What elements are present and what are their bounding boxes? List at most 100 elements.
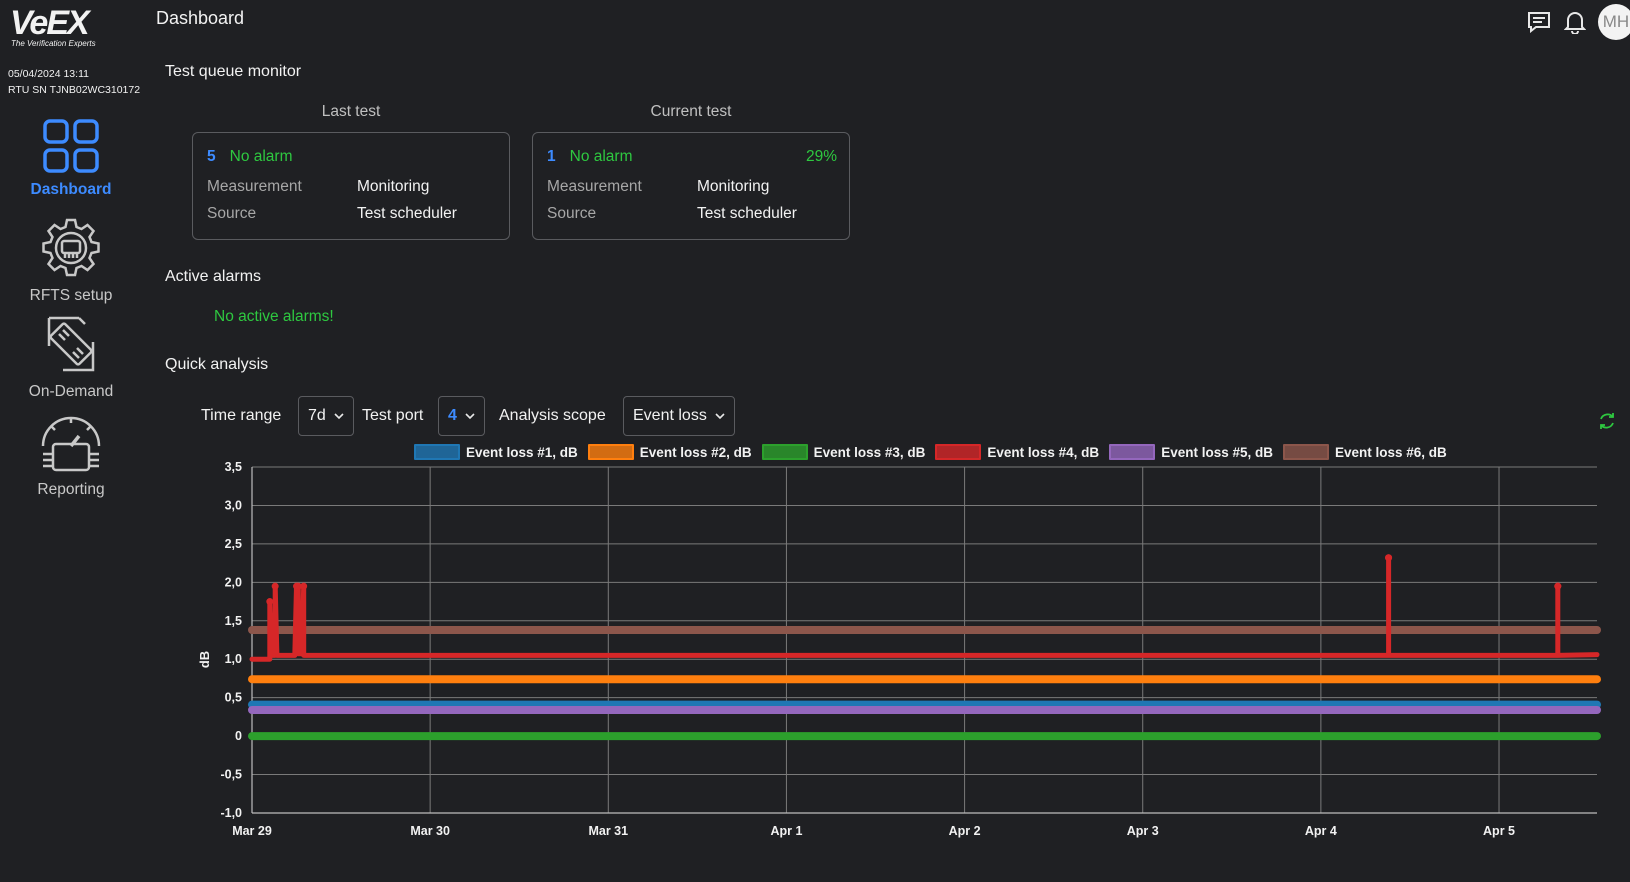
bell-icon <box>1564 12 1586 34</box>
rtu-serial: RTU SN TJNB02WC310172 <box>8 84 141 96</box>
notifications-button[interactable] <box>1562 9 1588 35</box>
time-range-select[interactable]: 7d <box>298 396 354 436</box>
no-alarms-message: No active alarms! <box>214 308 334 325</box>
y-tick-label: 0,5 <box>225 691 242 705</box>
current-measurement-label: Measurement <box>547 178 642 195</box>
data-point <box>294 582 302 590</box>
current-source-label: Source <box>547 205 597 222</box>
legend-label: Event loss #5, dB <box>1161 444 1273 460</box>
messages-button[interactable] <box>1526 9 1552 35</box>
legend-item[interactable]: Event loss #6, dB <box>1282 444 1447 460</box>
test-port-label: Test port <box>362 407 424 424</box>
nav-rfts-setup[interactable]: RFTS setup <box>0 216 142 305</box>
last-measurement-value: Monitoring <box>357 178 430 195</box>
x-tick-label: Apr 2 <box>949 824 981 838</box>
time-range-label: Time range <box>201 407 282 424</box>
time-range-value: 7d <box>308 407 326 424</box>
legend-swatch <box>1282 444 1329 460</box>
y-tick-label: 2,5 <box>225 537 242 551</box>
chevron-down-icon <box>334 412 344 419</box>
y-tick-label: 1,5 <box>225 614 242 628</box>
data-point <box>266 598 274 606</box>
refresh-icon[interactable] <box>1597 411 1617 431</box>
legend-item[interactable]: Event loss #3, dB <box>761 444 926 460</box>
analysis-scope-value: Event loss <box>633 407 707 424</box>
test-port-value: 4 <box>448 407 457 424</box>
dashboard-grid-icon <box>43 119 99 173</box>
nav-rfts-label: RFTS setup <box>29 287 113 304</box>
rtu-datetime: 05/04/2024 13:11 <box>8 68 89 80</box>
current-test-progress: 29% <box>805 148 837 165</box>
user-avatar[interactable]: MH <box>1598 4 1630 40</box>
x-tick-label: Mar 29 <box>232 824 272 838</box>
legend-item[interactable]: Event loss #4, dB <box>935 444 1099 460</box>
veex-logo[interactable]: VeEX The Verification Experts <box>8 4 118 50</box>
legend-label: Event loss #6, dB <box>1334 444 1447 460</box>
logo-wordmark: VeEX <box>10 4 92 42</box>
last-source-label: Source <box>207 205 257 222</box>
legend-label: Event loss #3, dB <box>813 444 926 460</box>
legend-item[interactable]: Event loss #2, dB <box>587 444 752 460</box>
legend-label: Event loss #1, dB <box>466 444 578 460</box>
top-icons: MH <box>1526 2 1630 42</box>
x-tick-label: Mar 30 <box>410 824 450 838</box>
last-source-value: Test scheduler <box>357 205 457 222</box>
y-tick-label: 1,0 <box>225 652 242 666</box>
legend-item[interactable]: Event loss #1, dB <box>414 444 578 460</box>
on-demand-icon <box>47 316 95 372</box>
legend-swatch <box>935 444 982 460</box>
test-port-select[interactable]: 4 <box>438 396 485 436</box>
data-point <box>271 582 279 590</box>
chevron-down-icon <box>715 412 725 419</box>
legend-label: Event loss #2, dB <box>639 444 752 460</box>
legend-swatch <box>1109 444 1156 460</box>
legend-item[interactable]: Event loss #5, dB <box>1109 444 1273 460</box>
last-test-heading: Last test <box>321 103 381 120</box>
y-tick-label: -1,0 <box>220 806 242 820</box>
y-tick-label: 3,0 <box>225 498 242 512</box>
logo-tagline: The Verification Experts <box>11 39 96 48</box>
x-tick-label: Apr 4 <box>1305 824 1337 838</box>
queue-title: Test queue monitor <box>165 63 302 80</box>
chat-icon <box>1528 12 1550 33</box>
y-tick-label: 3,5 <box>225 460 242 474</box>
analysis-title: Quick analysis <box>165 356 269 373</box>
nav-on-demand-label: On-Demand <box>28 383 114 400</box>
nav-dashboard[interactable]: Dashboard <box>0 118 142 199</box>
x-tick-label: Apr 5 <box>1483 824 1515 838</box>
legend-swatch <box>587 444 634 460</box>
legend-label: Event loss #4, dB <box>987 444 1100 460</box>
data-point <box>1385 554 1393 562</box>
chevron-down-icon <box>465 412 475 419</box>
analysis-scope-label: Analysis scope <box>499 407 606 424</box>
sidebar: VeEX The Verification Experts 05/04/2024… <box>0 0 142 882</box>
current-test-heading: Current test <box>650 103 732 120</box>
nav-dashboard-label: Dashboard <box>30 181 112 198</box>
alarms-title: Active alarms <box>165 268 262 285</box>
nav-on-demand[interactable]: On-Demand <box>0 312 142 401</box>
current-test-number: 1 <box>547 148 556 165</box>
current-test-status: No alarm <box>569 148 633 165</box>
data-point <box>1554 582 1562 590</box>
current-source-value: Test scheduler <box>697 205 797 222</box>
nav-reporting[interactable]: Reporting <box>0 414 142 499</box>
nav-reporting-label: Reporting <box>37 481 105 498</box>
rtu-info: 05/04/2024 13:11 RTU SN TJNB02WC310172 <box>8 66 140 98</box>
data-point <box>300 582 308 590</box>
gauge-icon <box>41 416 101 472</box>
last-test-card[interactable]: 5 No alarm Measurement Monitoring Source… <box>192 132 510 240</box>
y-tick-label: 2,0 <box>225 575 242 589</box>
gear-icon <box>42 218 100 277</box>
x-tick-label: Apr 1 <box>770 824 802 838</box>
chart-legend: Event loss #1, dB Event loss #2, dB Event … <box>414 444 1447 460</box>
last-measurement-label: Measurement <box>207 178 302 195</box>
event-loss-chart: 3,5 3,0 2,5 2,0 1,5 1,0 0,5 0 -0,5 -1,0 Mar 29 Mar … <box>220 460 1601 838</box>
current-test-card[interactable]: 1 No alarm 29% Measurement Monitoring So… <box>532 132 850 240</box>
y-tick-label: 0 <box>235 729 242 743</box>
analysis-scope-select[interactable]: Event loss <box>623 396 735 436</box>
y-tick-label: -0,5 <box>220 768 242 782</box>
legend-swatch <box>414 444 460 460</box>
last-test-status: No alarm <box>229 148 293 165</box>
legend-swatch <box>761 444 808 460</box>
